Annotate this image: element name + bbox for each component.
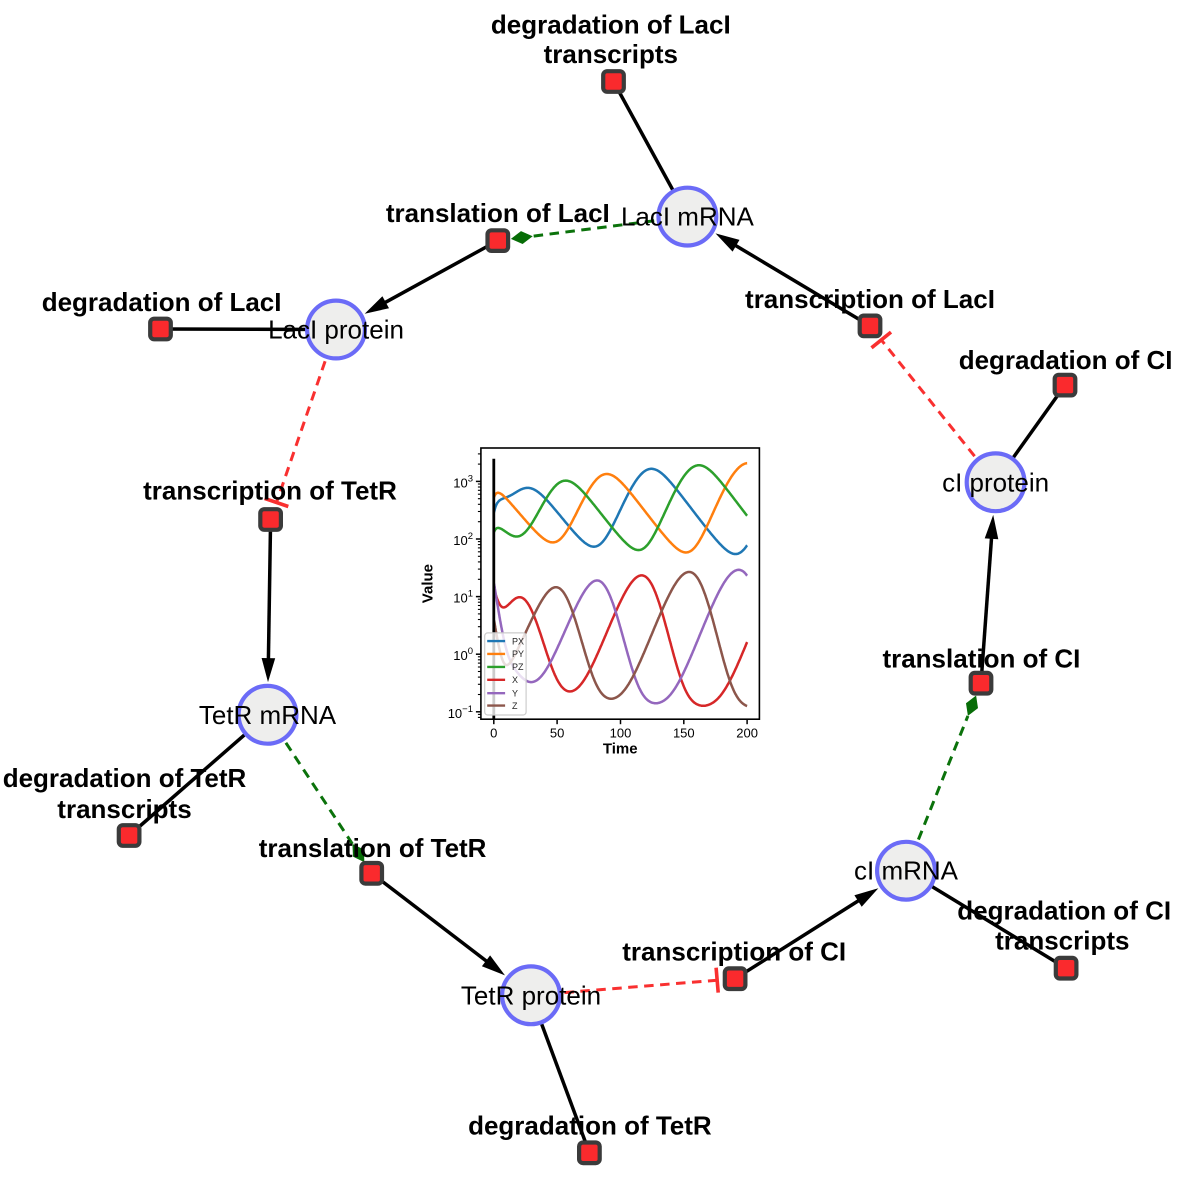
svg-text:transcription of CI: transcription of CI [622, 937, 846, 967]
svg-text:LacI mRNA: LacI mRNA [621, 202, 755, 232]
svg-text:TetR mRNA: TetR mRNA [199, 700, 337, 730]
svg-text:0: 0 [490, 726, 497, 741]
svg-text:translation of TetR: translation of TetR [259, 833, 487, 863]
svg-text:cI protein: cI protein [942, 467, 1049, 497]
svg-text:Value: Value [420, 564, 437, 603]
svg-text:transcripts: transcripts [57, 794, 191, 824]
svg-text:PX: PX [512, 636, 524, 646]
svg-text:150: 150 [673, 726, 695, 741]
svg-text:100: 100 [610, 726, 632, 741]
svg-text:translation of LacI: translation of LacI [386, 198, 610, 228]
svg-text:cI mRNA: cI mRNA [854, 856, 959, 886]
svg-text:degradation of CI: degradation of CI [957, 896, 1171, 926]
svg-text:Z: Z [512, 701, 518, 711]
svg-text:50: 50 [550, 726, 564, 741]
svg-text:100: 100 [453, 646, 473, 663]
svg-text:101: 101 [453, 589, 473, 606]
svg-text:102: 102 [453, 531, 473, 548]
svg-text:Y: Y [512, 688, 518, 698]
svg-text:degradation of CI: degradation of CI [959, 345, 1173, 375]
svg-text:transcripts: transcripts [544, 39, 678, 69]
svg-text:degradation of LacI: degradation of LacI [42, 287, 282, 317]
svg-text:200: 200 [736, 726, 758, 741]
svg-text:transcription of LacI: transcription of LacI [745, 284, 995, 314]
svg-text:degradation of TetR: degradation of TetR [468, 1111, 712, 1141]
svg-text:10−1: 10−1 [448, 704, 473, 721]
svg-text:Time: Time [603, 741, 638, 758]
svg-text:transcripts: transcripts [995, 926, 1129, 956]
svg-text:PZ: PZ [512, 662, 524, 672]
svg-text:PY: PY [512, 649, 524, 659]
svg-text:X: X [512, 675, 518, 685]
svg-text:degradation of TetR: degradation of TetR [3, 763, 247, 793]
svg-text:TetR protein: TetR protein [461, 980, 601, 1010]
svg-text:transcription of TetR: transcription of TetR [143, 475, 397, 505]
svg-text:LacI protein: LacI protein [268, 315, 404, 345]
svg-text:translation of CI: translation of CI [882, 644, 1080, 674]
svg-text:degradation of LacI: degradation of LacI [491, 9, 731, 39]
svg-text:103: 103 [453, 473, 473, 490]
